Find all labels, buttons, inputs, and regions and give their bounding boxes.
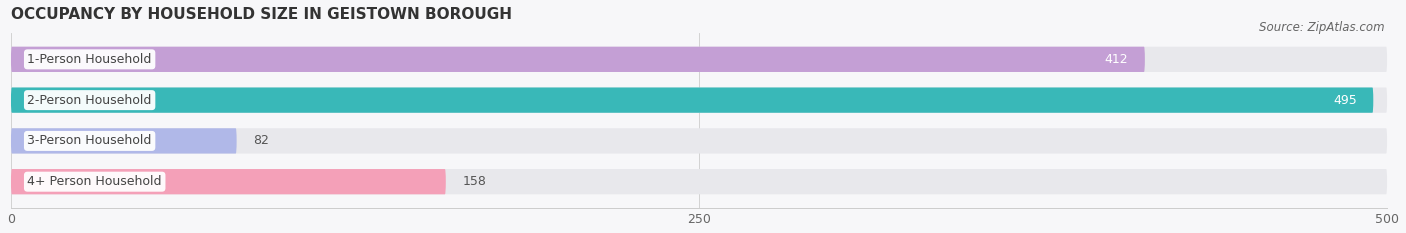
Text: 82: 82 [253,134,269,147]
FancyBboxPatch shape [11,128,1388,154]
FancyBboxPatch shape [11,128,236,154]
Text: 1-Person Household: 1-Person Household [28,53,152,66]
FancyBboxPatch shape [11,169,1388,194]
Text: 158: 158 [463,175,486,188]
Text: Source: ZipAtlas.com: Source: ZipAtlas.com [1260,21,1385,34]
FancyBboxPatch shape [11,47,1144,72]
Text: 495: 495 [1333,94,1357,107]
FancyBboxPatch shape [11,47,1388,72]
FancyBboxPatch shape [11,87,1388,113]
FancyBboxPatch shape [11,87,1374,113]
Text: 3-Person Household: 3-Person Household [28,134,152,147]
FancyBboxPatch shape [11,169,446,194]
Text: 4+ Person Household: 4+ Person Household [28,175,162,188]
Text: 412: 412 [1105,53,1129,66]
Text: 2-Person Household: 2-Person Household [28,94,152,107]
Text: OCCUPANCY BY HOUSEHOLD SIZE IN GEISTOWN BOROUGH: OCCUPANCY BY HOUSEHOLD SIZE IN GEISTOWN … [11,7,512,22]
